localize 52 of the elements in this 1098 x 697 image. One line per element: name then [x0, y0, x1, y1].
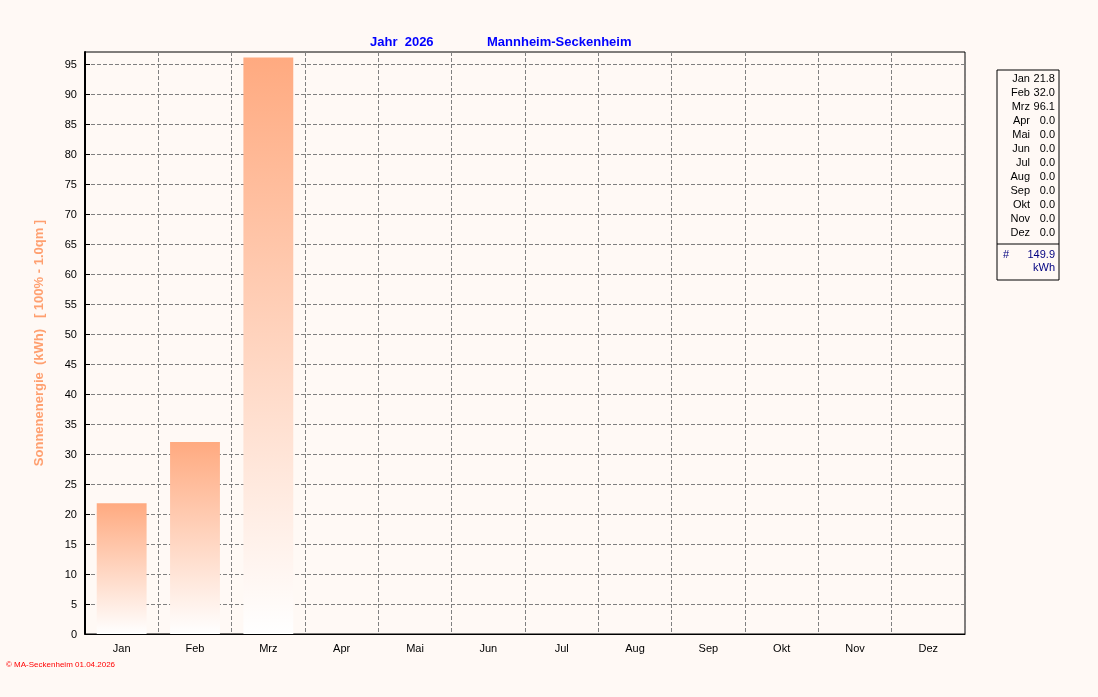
x-tick-label: Jul [554, 641, 569, 654]
y-tick-label: 85 [64, 118, 77, 130]
y-tick-label: 90 [64, 88, 77, 100]
text: Feb 32.0 [1011, 85, 1055, 98]
y-tick-label: 10 [64, 568, 77, 580]
x-tick-label: Aug [625, 641, 645, 654]
y-tick-label: 45 [64, 358, 77, 370]
y-tick-label: 95 [64, 58, 77, 70]
text: Sep 0.0 [1010, 183, 1055, 196]
chart-title: Jahr 2026 [370, 34, 434, 49]
x-tick-label: Nov [845, 641, 866, 654]
x-tick-label: Mrz [259, 641, 278, 654]
y-tick-label: 75 [64, 178, 77, 190]
x-tick-label: Feb [185, 641, 205, 654]
x-tick-label: Okt [773, 641, 791, 654]
text: Jun 0.0 [1012, 141, 1055, 154]
y-tick-label: 0 [70, 628, 77, 640]
y-tick-label: 5 [70, 598, 77, 610]
bar [243, 57, 294, 634]
y-tick-label: 15 [64, 538, 77, 550]
y-tick-label: 80 [64, 148, 77, 160]
y-tick-label: 55 [64, 298, 77, 310]
chart-subtitle: Mannheim-Seckenheim [487, 34, 632, 49]
bar [170, 442, 220, 634]
x-tick-label: Dez [918, 641, 939, 654]
y-tick-label: 40 [64, 388, 77, 400]
text: Mai 0.0 [1012, 127, 1055, 140]
text: Okt 0.0 [1012, 197, 1055, 210]
text: # 149.9 kWh [1003, 247, 1055, 273]
bar [96, 503, 147, 634]
text: Mrz 96.1 [1011, 99, 1055, 112]
text: © MA-Seckenheim 01.04.2026 [6, 659, 116, 669]
y-tick-label: 35 [64, 418, 77, 430]
text: Jan 21.8 [1012, 71, 1055, 84]
y-tick-label: 25 [64, 478, 77, 490]
y-tick-label: 50 [64, 328, 77, 340]
text: Nov 0.0 [1010, 211, 1055, 224]
y-tick-label: 65 [64, 238, 77, 250]
text: Aug 0.0 [1010, 169, 1055, 182]
x-tick-label: Mai [406, 641, 424, 654]
y-tick-label: 60 [64, 268, 77, 280]
text: Dez 0.0 [1010, 225, 1055, 238]
x-tick-label: Apr [333, 641, 351, 654]
y-tick-label: 70 [64, 208, 77, 220]
text: Jul 0.0 [1015, 155, 1055, 168]
x-tick-label: Jan [112, 641, 131, 654]
x-tick-label: Sep [698, 641, 719, 654]
y-tick-label: 30 [64, 448, 77, 460]
y-tick-label: 20 [64, 508, 77, 520]
text: Apr 0.0 [1012, 113, 1055, 126]
y-axis-title: Sonnenenergie (kWh) [ 100% - 1.0qm ] [31, 219, 46, 467]
x-tick-label: Jun [479, 641, 498, 654]
